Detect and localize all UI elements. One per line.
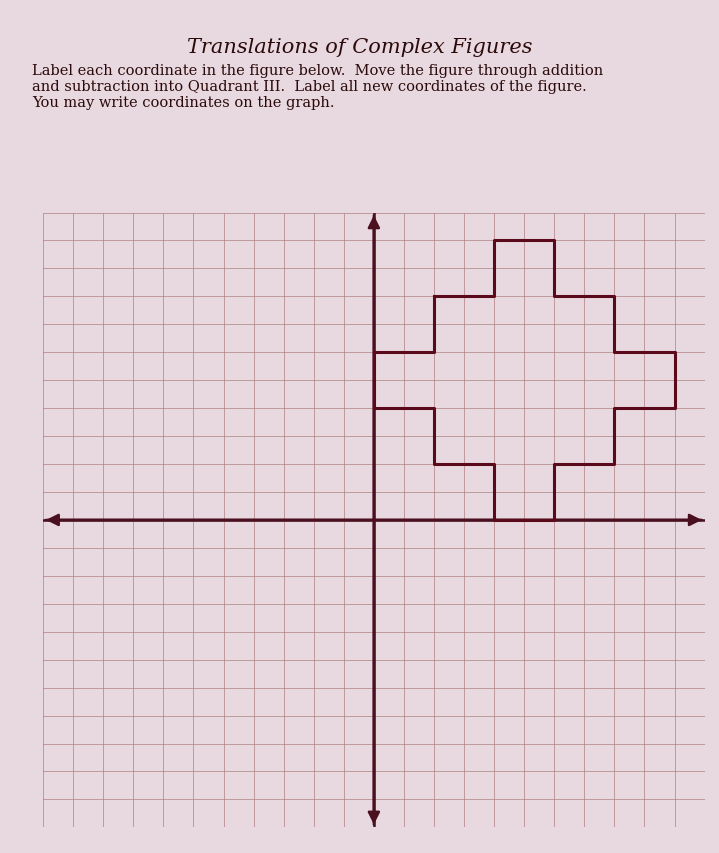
Text: Translations of Complex Figures: Translations of Complex Figures bbox=[187, 38, 532, 57]
Text: Label each coordinate in the figure below.  Move the figure through addition
and: Label each coordinate in the figure belo… bbox=[32, 64, 604, 110]
